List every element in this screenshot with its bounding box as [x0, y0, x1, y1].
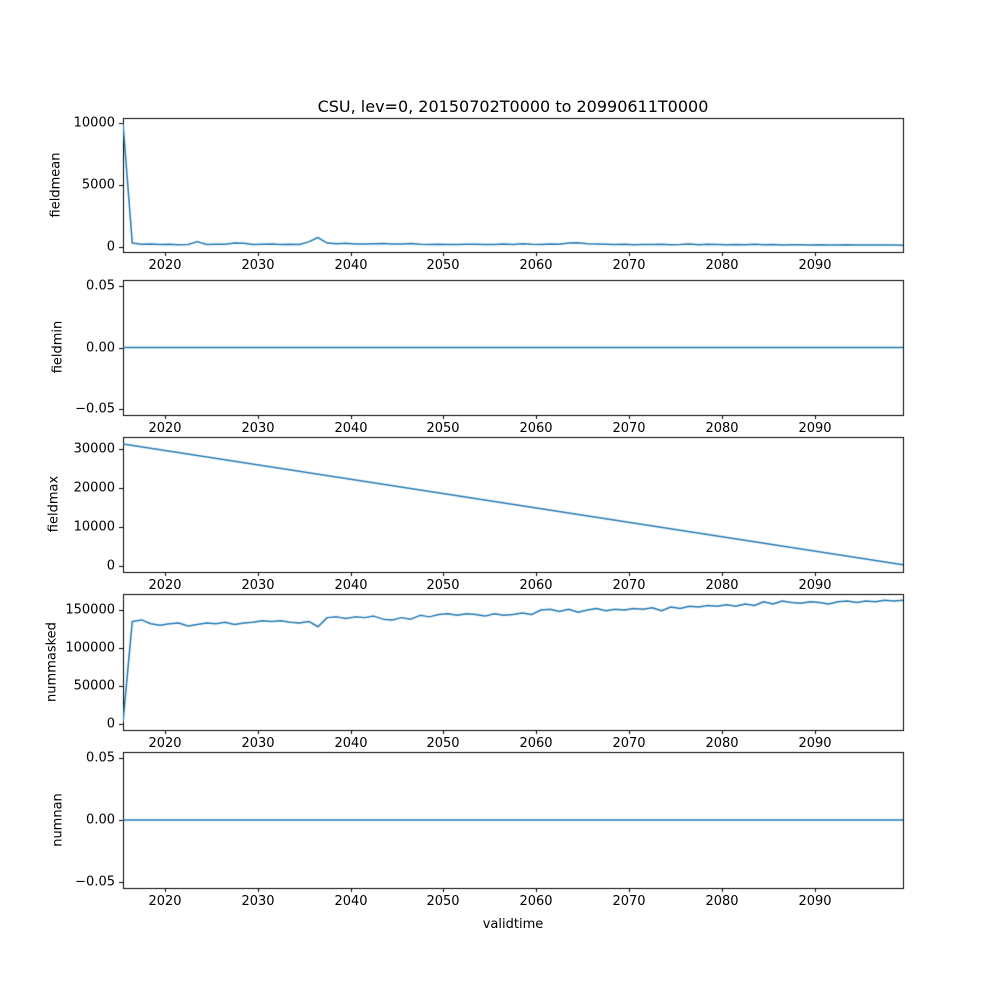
x-tick-label: 2060 [519, 736, 553, 751]
y-tick-label: 0.00 [86, 340, 115, 356]
x-tick-label: 2080 [705, 258, 739, 273]
x-tick-label: 2060 [519, 894, 553, 909]
x-tick-label: 2090 [798, 578, 832, 593]
x-tick-label: 2050 [426, 578, 460, 593]
y-tick-label: 0.05 [86, 278, 115, 294]
x-tick-label: 2090 [798, 258, 832, 273]
x-tick-label: 2020 [148, 578, 182, 593]
x-tick-label: 2030 [241, 736, 275, 751]
x-tick-label: 2050 [426, 258, 460, 273]
x-tick-label: 2030 [241, 578, 275, 593]
x-tick-label: 2020 [148, 258, 182, 273]
x-tick-label: 2060 [519, 258, 553, 273]
x-tick-label: 2040 [334, 578, 368, 593]
y-tick-label: 30000 [73, 441, 115, 457]
x-axis-label: validtime [482, 917, 544, 932]
y-tick-label: 0 [106, 239, 115, 255]
y-tick-label: 0 [106, 716, 115, 732]
y-tick-label: 100000 [65, 640, 115, 656]
y-tick-label: 0 [106, 558, 115, 574]
x-tick-label: 2090 [798, 894, 832, 909]
x-tick-label: 2030 [241, 258, 275, 273]
x-tick-label: 2070 [612, 578, 646, 593]
x-tick-label: 2080 [705, 894, 739, 909]
x-tick-label: 2070 [612, 258, 646, 273]
figure-title: CSU, lev=0, 20150702T0000 to 20990611T00… [317, 97, 709, 116]
x-tick-label: 2080 [705, 578, 739, 593]
x-tick-label: 2020 [148, 736, 182, 751]
x-tick-label: 2040 [334, 258, 368, 273]
x-tick-label: 2050 [426, 736, 460, 751]
x-tick-label: 2040 [334, 894, 368, 909]
x-tick-label: 2050 [426, 421, 460, 436]
x-tick-label: 2030 [241, 894, 275, 909]
x-tick-label: 2090 [798, 421, 832, 436]
x-tick-label: 2020 [148, 894, 182, 909]
x-tick-label: 2070 [612, 894, 646, 909]
x-tick-label: 2040 [334, 736, 368, 751]
y-tick-label: 5000 [81, 177, 115, 193]
x-tick-label: 2090 [798, 736, 832, 751]
y-tick-label: 10000 [73, 115, 115, 131]
y-tick-label: −0.05 [75, 401, 115, 417]
y-tick-label: 0.05 [86, 750, 115, 766]
x-tick-label: 2060 [519, 421, 553, 436]
y-tick-label: 20000 [73, 480, 115, 496]
x-tick-label: 2060 [519, 578, 553, 593]
y-tick-label: −0.05 [75, 874, 115, 890]
x-tick-label: 2050 [426, 894, 460, 909]
x-tick-label: 2040 [334, 421, 368, 436]
y-tick-label: 150000 [65, 602, 115, 618]
x-tick-label: 2080 [705, 421, 739, 436]
x-tick-label: 2070 [612, 736, 646, 751]
x-tick-label: 2020 [148, 421, 182, 436]
x-tick-label: 2030 [241, 421, 275, 436]
y-tick-label: 10000 [73, 519, 115, 535]
y-tick-label: 50000 [73, 678, 115, 694]
x-tick-label: 2080 [705, 736, 739, 751]
y-tick-label: 0.00 [86, 812, 115, 828]
x-tick-label: 2070 [612, 421, 646, 436]
